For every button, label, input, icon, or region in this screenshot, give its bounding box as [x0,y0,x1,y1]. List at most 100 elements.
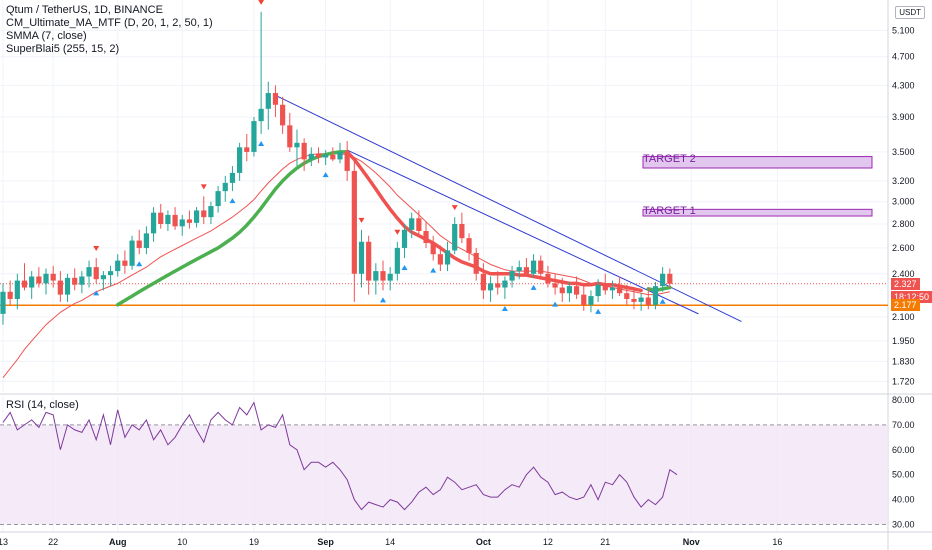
candle-body [509,271,515,281]
candle-body [409,218,415,230]
candle-body [652,286,659,305]
buy-signal-arrow [595,308,602,314]
candle-body [667,273,673,284]
rsi-y-tick-label: 30.00 [892,520,915,530]
rsi-line [2,401,678,511]
y-tick-label: 3.900 [892,112,915,122]
candle-body [0,291,6,314]
target-2-box [642,156,873,169]
candle-body [638,297,644,302]
buy-signal-arrow [659,298,666,304]
candle-body [452,223,458,251]
candle-body [631,298,637,302]
support-price-tag: 2.177 [891,299,920,312]
candle-body [21,280,28,288]
candle-body [401,229,408,248]
candle-body [165,214,171,224]
x-tick-label: 16 [772,537,782,547]
candle-body [487,283,494,291]
candle-body [136,240,142,248]
candle-body [602,284,608,291]
y-tick-label: 3.500 [892,147,915,157]
candle-body [416,218,422,231]
smma-line-rising [115,150,672,307]
x-tick-label: Oct [476,537,491,547]
candle-body [337,151,343,160]
y-tick-label: 3.000 [892,197,915,207]
candle-body [93,267,99,280]
candle-body [280,104,286,126]
candle-body [530,260,537,274]
candle-body [523,267,530,274]
candle-body [100,275,106,280]
candle-body [617,287,623,294]
rsi-y-tick-label: 70.00 [892,420,915,430]
target-1-label: TARGET 1 [643,205,696,217]
sell-signal-arrow [200,184,207,190]
candle-body [473,252,479,274]
candle-body [466,238,472,253]
x-tick-label: 10 [177,537,187,547]
y-tick-label: 1.830 [892,356,915,366]
sell-signal-arrow [93,246,100,252]
candle-body [588,296,594,305]
smma-line-falling [345,150,643,293]
rsi-y-tick-label: 80.00 [892,395,915,405]
candle-body [660,273,666,287]
last-price-tag: 2.327 [891,277,920,290]
symbol-title: Qtum / TetherUS, 1D, BINANCE [6,4,163,16]
candle-body [64,277,71,295]
candle-body [595,284,601,297]
candle-body [186,219,193,223]
candle-body [244,147,250,152]
y-tick-label: 4.700 [892,52,915,62]
x-tick-label: 14 [385,537,395,547]
candle-body [258,108,264,122]
candle-body [50,273,56,281]
x-tick-label: Aug [109,537,127,547]
candle-body [265,93,271,109]
candle-body [394,247,400,274]
currency-badge[interactable]: USDT [895,6,925,19]
candle-body [373,271,379,281]
sell-signal-arrow [394,229,401,235]
candle-body [330,154,336,160]
buy-signal-arrow [530,284,537,290]
candle-body [581,294,587,305]
candle-body [72,277,78,285]
candle-body [150,212,157,234]
candle-body [366,241,372,281]
candle-body [36,276,42,284]
candle-body [272,93,279,105]
y-tick-label: 2.400 [892,269,915,279]
x-tick-label: 19 [249,537,259,547]
buy-signal-arrow [258,140,265,146]
x-tick-label: 22 [48,537,58,547]
rsi-legend: RSI (14, close) [6,399,79,411]
candle-body [315,153,322,158]
y-tick-label: 1.950 [892,336,915,346]
rsi-band [0,424,888,525]
x-tick-label: 21 [600,537,610,547]
indicator-legend-superblai: SuperBlai5 (255, 15, 2) [6,43,120,55]
candle-body [172,214,178,227]
candle-body [57,280,63,295]
candle-body [251,121,257,152]
sell-signal-arrow [451,205,458,211]
indicator-legend-smma: SMMA (7, close) [6,30,87,42]
candle-body [351,170,357,274]
candle-body [29,276,35,288]
candle-body [294,142,300,148]
target-2-label: TARGET 2 [643,153,696,165]
candle-body [301,142,307,160]
rsi-y-tick-label: 40.00 [892,495,915,505]
sell-signal-arrow [358,217,365,223]
y-tick-label: 2.800 [892,219,915,229]
buy-signal-arrow [229,198,236,204]
candle-body [14,280,20,299]
x-tick-label: Sep [317,537,334,547]
candle-body [380,271,386,281]
indicator-legend-cm-ma: CM_Ultimate_MA_MTF (D, 20, 1, 2, 50, 1) [6,17,213,29]
candle-body [229,172,236,183]
